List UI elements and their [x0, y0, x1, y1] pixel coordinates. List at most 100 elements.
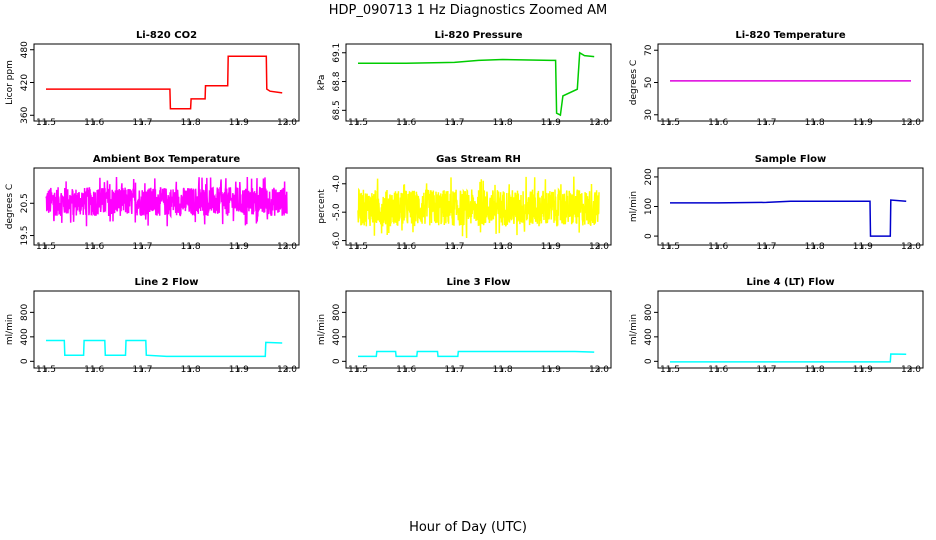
li-820-co2-series-line	[46, 55, 283, 110]
li-820-co2-x-tick-label: 11.7	[132, 118, 152, 128]
li-820-co2-y-tick-label: 360	[20, 106, 30, 123]
panel-gas-stream-rh: Gas Stream RH percent 11.5 11.6 11.7 11.8 11.9…	[317, 154, 612, 252]
li-820-temperature-y-axis-label: degrees C	[629, 60, 639, 105]
line-3-flow-y-tick-label: 400	[332, 328, 342, 345]
sample-flow-y-axis-label: ml/min	[629, 191, 639, 222]
line-3-flow-y-tick-label: 800	[332, 304, 342, 321]
line-2-flow-y-tick-label: 0	[20, 358, 30, 364]
sample-flow-plot-frame	[657, 167, 924, 246]
gas-stream-rh-plot-frame	[345, 167, 612, 246]
line-4-lt-flow-title: Line 4 (LT) Flow	[746, 277, 834, 288]
line-2-flow-y-tick-label: 800	[20, 304, 30, 321]
li-820-pressure-y-tick-label: 68.8	[332, 71, 342, 91]
sample-flow-x-tick-label: 12.0	[901, 242, 921, 252]
line-4-lt-flow-x-tick-label: 11.8	[805, 365, 825, 375]
li-820-co2-x-tick-label: 12.0	[277, 118, 297, 128]
line-4-lt-flow-y-tick-label: 800	[644, 304, 654, 321]
sample-flow-y-tick-label: 200	[644, 168, 654, 185]
line-2-flow-x-tick-label: 11.8	[181, 365, 201, 375]
li-820-pressure-plot-frame	[345, 43, 612, 122]
li-820-pressure-x-tick-label: 11.6	[396, 118, 416, 128]
figure-title: HDP_090713 1 Hz Diagnostics Zoomed AM	[329, 3, 608, 18]
line-3-flow-x-tick-label: 11.6	[396, 365, 416, 375]
sample-flow-x-tick-label: 11.7	[756, 242, 776, 252]
line-2-flow-y-tick-label: 400	[20, 328, 30, 345]
line-3-flow-plot-frame	[345, 290, 612, 369]
li-820-temperature-title: Li-820 Temperature	[735, 30, 845, 41]
panel-line-4-lt-flow: Line 4 (LT) Flow ml/min 11.5 11.6 11.7 11.8 11…	[629, 277, 924, 375]
li-820-pressure-y-tick-label: 69.1	[332, 43, 342, 63]
gas-stream-rh-x-tick-label: 11.6	[396, 242, 416, 252]
line-2-flow-x-tick-label: 12.0	[277, 365, 297, 375]
gas-stream-rh-y-tick-label: -5.0	[332, 203, 342, 221]
li-820-co2-x-tick-label: 11.5	[36, 118, 56, 128]
line-4-lt-flow-x-tick-label: 11.7	[756, 365, 776, 375]
gas-stream-rh-y-tick-label: -4.0	[332, 175, 342, 193]
line-4-lt-flow-series-line	[670, 353, 907, 363]
gas-stream-rh-series-line	[357, 176, 600, 239]
gas-stream-rh-x-tick-label: 11.8	[493, 242, 513, 252]
li-820-co2-x-tick-label: 11.6	[84, 118, 104, 128]
li-820-co2-title: Li-820 CO2	[136, 30, 197, 41]
gas-stream-rh-x-tick-label: 11.7	[444, 242, 464, 252]
ambient-box-temperature-x-tick-label: 11.9	[229, 242, 249, 252]
li-820-pressure-y-tick-label: 68.5	[332, 100, 342, 120]
gas-stream-rh-title: Gas Stream RH	[436, 154, 521, 165]
ambient-box-temperature-x-tick-label: 11.6	[84, 242, 104, 252]
line-3-flow-x-tick-label: 11.9	[541, 365, 561, 375]
gas-stream-rh-x-tick-label: 12.0	[589, 242, 609, 252]
line-2-flow-x-tick-label: 11.9	[229, 365, 249, 375]
li-820-pressure-x-tick-label: 11.7	[444, 118, 464, 128]
sample-flow-y-tick-label: 100	[644, 198, 654, 215]
gas-stream-rh-y-tick-label: -6.0	[332, 232, 342, 250]
ambient-box-temperature-x-tick-label: 12.0	[277, 242, 297, 252]
line-3-flow-y-tick-label: 0	[332, 358, 342, 364]
ambient-box-temperature-y-tick-label: 20.5	[20, 193, 30, 213]
li-820-temperature-y-tick-label: 50	[644, 77, 654, 89]
li-820-pressure-x-tick-label: 11.5	[348, 118, 368, 128]
ambient-box-temperature-y-tick-label: 19.5	[20, 226, 30, 246]
panel-li-820-co2: Li-820 CO2 Licor ppm 11.5 11.6 11.7 11.8 11.9 1…	[5, 30, 300, 128]
panel-sample-flow: Sample Flow ml/min 11.5 11.6 11.7 11.8 11.9 12.…	[629, 154, 924, 252]
panel-line-2-flow: Line 2 Flow ml/min 11.5 11.6 11.7 11.8 11.9 12.…	[5, 277, 300, 375]
sample-flow-y-tick-label: 0	[644, 233, 654, 239]
li-820-temperature-plot-frame	[657, 43, 924, 122]
panel-ambient-box-temperature: Ambient Box Temperature degrees C 11.5 11.6…	[5, 154, 300, 252]
figure-x-axis-label: Hour of Day (UTC)	[409, 520, 527, 535]
line-2-flow-series-line	[46, 339, 283, 358]
li-820-pressure-x-tick-label: 11.8	[493, 118, 513, 128]
gas-stream-rh-x-tick-label: 11.9	[541, 242, 561, 252]
line-3-flow-x-tick-label: 12.0	[589, 365, 609, 375]
li-820-temperature-x-tick-label: 12.0	[901, 118, 921, 128]
li-820-pressure-series-line	[358, 51, 595, 117]
ambient-box-temperature-x-tick-label: 11.7	[132, 242, 152, 252]
li-820-temperature-x-tick-label: 11.6	[708, 118, 728, 128]
ambient-box-temperature-series-line	[45, 176, 288, 227]
line-4-lt-flow-y-tick-label: 0	[644, 358, 654, 364]
line-3-flow-x-tick-label: 11.8	[493, 365, 513, 375]
line-2-flow-y-axis-label: ml/min	[5, 314, 15, 345]
li-820-pressure-x-tick-label: 11.9	[541, 118, 561, 128]
li-820-pressure-title: Li-820 Pressure	[434, 30, 522, 41]
line-3-flow-title: Line 3 Flow	[447, 277, 511, 288]
panel-line-3-flow: Line 3 Flow ml/min 11.5 11.6 11.7 11.8 11.9 12.…	[317, 277, 612, 375]
sample-flow-x-tick-label: 11.5	[660, 242, 680, 252]
sample-flow-series-line	[670, 199, 907, 237]
li-820-temperature-x-tick-label: 11.7	[756, 118, 776, 128]
li-820-temperature-y-tick-label: 70	[644, 44, 654, 56]
line-4-lt-flow-y-tick-label: 400	[644, 328, 654, 345]
li-820-temperature-x-tick-label: 11.5	[660, 118, 680, 128]
line-3-flow-series-line	[358, 350, 595, 358]
panel-li-820-pressure: Li-820 Pressure kPa 11.5 11.6 11.7 11.8 11.9 12…	[317, 30, 612, 128]
line-4-lt-flow-plot-frame	[657, 290, 924, 369]
line-2-flow-x-tick-label: 11.5	[36, 365, 56, 375]
line-4-lt-flow-x-tick-label: 11.9	[853, 365, 873, 375]
li-820-co2-x-tick-label: 11.9	[229, 118, 249, 128]
ambient-box-temperature-y-axis-label: degrees C	[5, 184, 15, 229]
line-2-flow-title: Line 2 Flow	[135, 277, 199, 288]
li-820-co2-y-axis-label: Licor ppm	[5, 60, 15, 105]
line-2-flow-plot-frame	[33, 290, 300, 369]
line-2-flow-x-tick-label: 11.6	[84, 365, 104, 375]
ambient-box-temperature-x-tick-label: 11.5	[36, 242, 56, 252]
